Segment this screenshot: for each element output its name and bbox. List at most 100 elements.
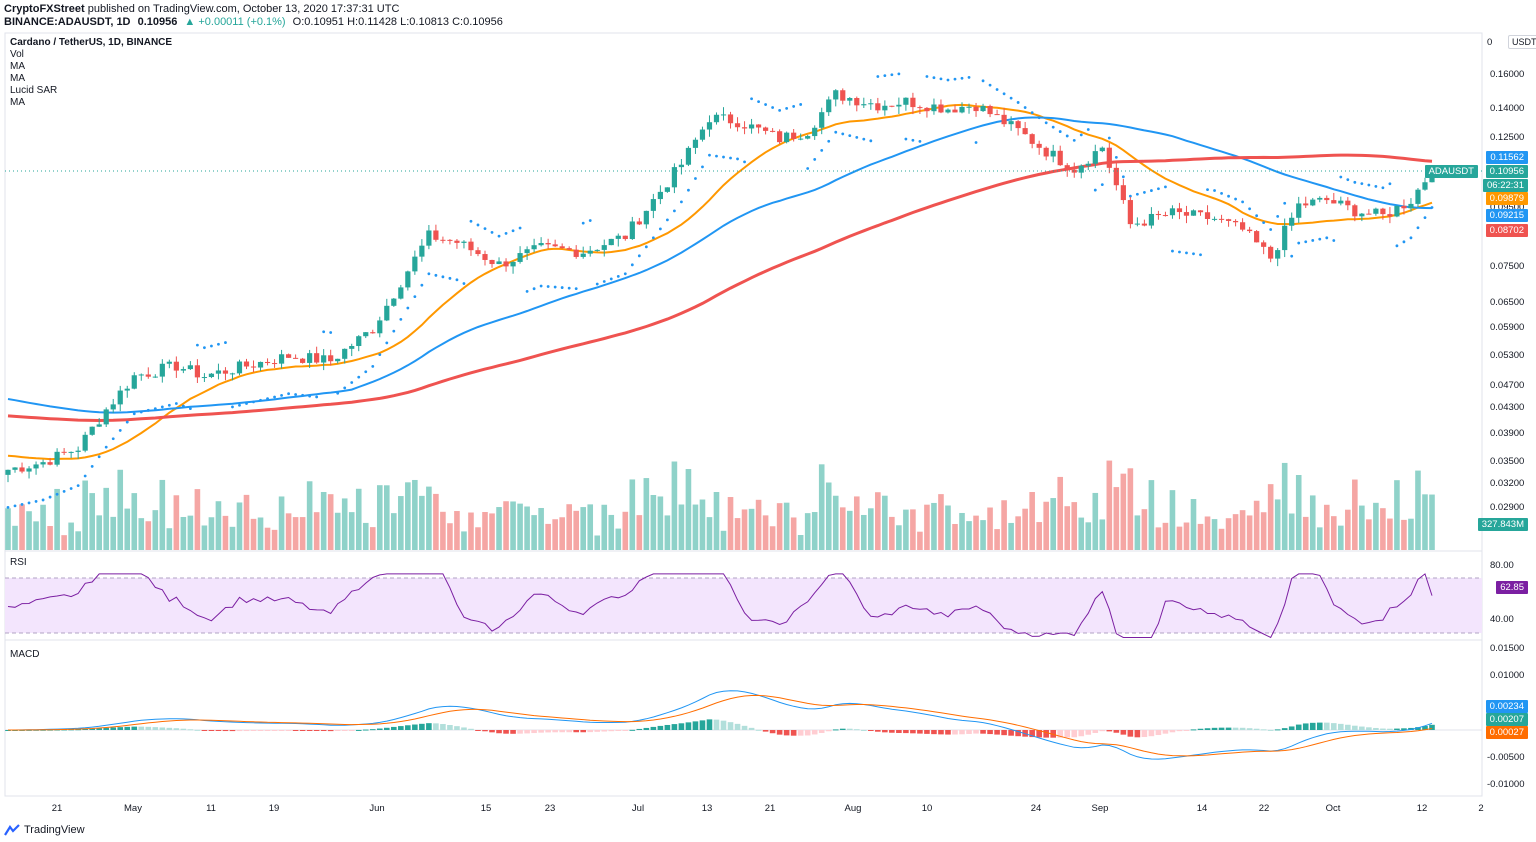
candle — [1359, 213, 1365, 217]
volume-bar — [152, 510, 159, 550]
sar-dot — [518, 226, 522, 230]
sar-dot — [1037, 116, 1041, 120]
chart-title[interactable]: Cardano / TetherUS, 1D, BINANCE — [10, 37, 173, 48]
candle — [741, 127, 748, 129]
candle — [1015, 121, 1021, 129]
sar-dot — [511, 229, 515, 233]
macd-histogram-bar — [1106, 730, 1113, 732]
volume-bar — [524, 506, 530, 550]
volume-bar — [1267, 484, 1274, 550]
sar-dot — [343, 386, 347, 390]
candle — [131, 375, 137, 389]
candle — [1036, 143, 1042, 148]
sar-dot — [1227, 194, 1230, 198]
sar-dot — [1346, 178, 1350, 182]
sar-dot — [1283, 201, 1287, 205]
candle — [433, 230, 439, 240]
candle — [657, 191, 663, 200]
sar-dot — [644, 245, 648, 249]
macd-histogram-bar — [741, 725, 748, 730]
volume-bar — [264, 527, 271, 550]
price-tick: 0.16000 — [1490, 69, 1525, 80]
macd-histogram-bar — [433, 723, 439, 730]
time-tick: 23 — [544, 803, 556, 814]
macd-histogram-bar — [594, 730, 601, 732]
volume-bar — [783, 502, 790, 550]
sar-dot — [560, 286, 564, 289]
macd-histogram-bar — [1422, 726, 1428, 730]
sar-dot — [1178, 250, 1181, 254]
volume-bar — [741, 509, 748, 550]
macd-histogram-bar — [327, 730, 334, 732]
macd-histogram-bar — [713, 719, 720, 730]
sar-dot — [357, 375, 361, 379]
macd-histogram-bar — [1366, 727, 1372, 730]
rsi-title[interactable]: RSI — [10, 557, 27, 568]
legend-ma-2[interactable]: MA — [10, 73, 25, 84]
candle — [47, 462, 53, 465]
candle — [931, 104, 937, 112]
sar-dot — [665, 218, 669, 222]
ma-orange-label: 0.09879 — [1485, 192, 1528, 205]
time-tick: 15 — [480, 803, 492, 814]
volume-bar — [348, 512, 355, 550]
candle — [159, 363, 165, 377]
macd-histogram-bar — [1141, 730, 1148, 738]
sar-dot — [34, 500, 38, 503]
rsi-value-label: 62.85 — [1496, 581, 1528, 594]
candle — [307, 353, 313, 363]
candle — [1211, 218, 1218, 220]
candle — [1001, 114, 1007, 125]
author[interactable]: CryptoFXStreet — [4, 3, 85, 15]
volume-bar — [1134, 515, 1141, 550]
volume-bar — [594, 535, 601, 550]
macd-histogram-bar — [832, 729, 839, 731]
legend-lucid-sar[interactable]: Lucid SAR — [10, 85, 58, 96]
candle — [805, 136, 811, 139]
volume-bar — [853, 496, 860, 550]
candle — [145, 374, 151, 377]
macd-histogram-bar — [1415, 727, 1421, 730]
candle — [447, 239, 453, 241]
macd-histogram-bar — [580, 730, 587, 733]
legend-ma-1[interactable]: MA — [10, 61, 25, 72]
volume-bar — [1183, 522, 1190, 550]
candle — [54, 451, 60, 465]
candle — [1043, 147, 1049, 157]
candle — [40, 462, 46, 465]
candle — [475, 250, 481, 255]
ohlc-values: O:0.10951 H:0.11428 L:0.10813 C:0.10956 — [292, 16, 503, 28]
tradingview-logo[interactable]: TradingView — [4, 824, 85, 836]
candle — [1331, 200, 1337, 204]
volume-bar — [832, 495, 839, 550]
macd-histogram-bar — [306, 730, 313, 731]
candle — [250, 366, 257, 368]
candle — [552, 244, 558, 247]
sar-dot — [799, 103, 803, 106]
price-tick: 0.05300 — [1490, 350, 1525, 361]
legend-vol[interactable]: Vol — [10, 49, 24, 60]
sar-dot — [813, 158, 817, 161]
candle — [1422, 182, 1428, 190]
sar-dot — [623, 272, 627, 276]
macd-histogram-bar — [889, 730, 895, 733]
sar-dot — [658, 227, 662, 231]
sar-dot — [974, 141, 978, 144]
macd-histogram-bar — [924, 730, 930, 734]
volume-bar — [33, 521, 39, 550]
candle — [840, 90, 846, 101]
macd-title[interactable]: MACD — [10, 649, 40, 660]
sar-dot — [890, 73, 894, 77]
macd-histogram-bar — [1113, 730, 1120, 733]
volume-bar — [769, 526, 776, 550]
legend-ma-3[interactable]: MA — [10, 97, 25, 108]
candle — [755, 124, 762, 128]
candle — [980, 105, 986, 112]
macd-histogram-bar — [285, 730, 292, 731]
macd-histogram-bar — [769, 730, 776, 734]
macd-histogram-bar — [201, 730, 208, 731]
volume-bar — [727, 497, 734, 550]
currency-badge[interactable]: USDT — [1508, 35, 1536, 49]
volume-bar — [447, 523, 453, 550]
